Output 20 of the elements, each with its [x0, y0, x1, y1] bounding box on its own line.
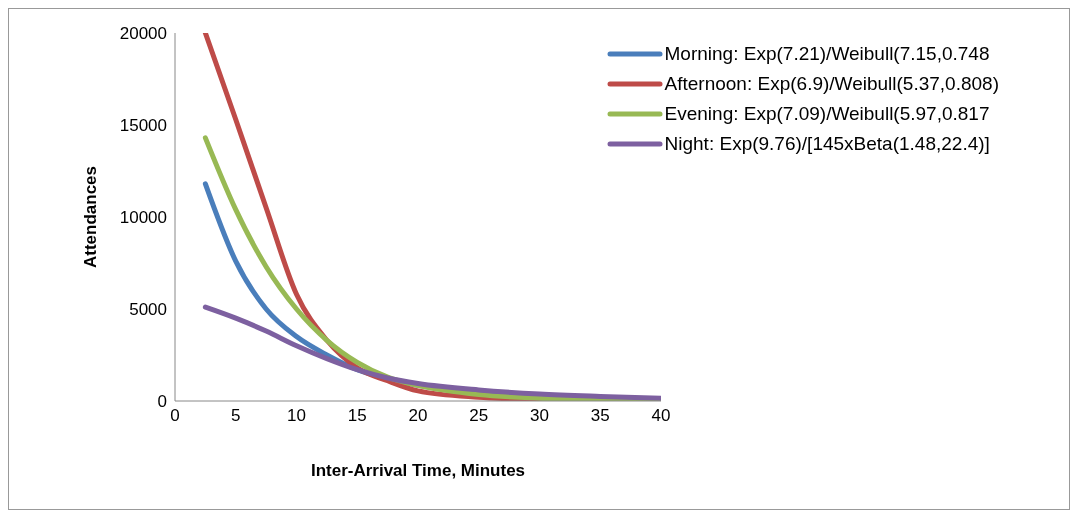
x-tick-label: 10 — [287, 406, 306, 426]
x-tick-label: 15 — [347, 406, 367, 426]
y-tick-label: 15000 — [119, 116, 167, 136]
x-tick-label: 0 — [170, 406, 180, 426]
legend-label: Afternoon: Exp(6.9)/Weibull(5.37,0.808) — [664, 72, 999, 96]
legend-label: Night: Exp(9.76)/[145xBeta(1.48,22.4)] — [664, 132, 990, 156]
x-tick-label: 25 — [469, 406, 489, 426]
y-axis-title: Attendances — [81, 165, 101, 269]
x-tick-label: 30 — [530, 406, 549, 426]
x-axis-title: Inter-Arrival Time, Minutes — [310, 461, 526, 480]
legend-label: Evening: Exp(7.09)/Weibull(5.97,0.817 — [664, 102, 990, 126]
x-tick-label: 5 — [231, 406, 241, 426]
y-tick-label: 20000 — [119, 24, 167, 44]
y-tick-label: 10000 — [119, 208, 167, 228]
x-tick-label: 35 — [590, 406, 610, 426]
y-tick-label: 5000 — [129, 300, 167, 320]
legend-label: Morning: Exp(7.21)/Weibull(7.15,0.748 — [664, 42, 990, 66]
x-tick-label: 20 — [408, 406, 428, 426]
y-tick-label: 0 — [157, 392, 167, 412]
x-tick-label: 40 — [651, 406, 671, 426]
